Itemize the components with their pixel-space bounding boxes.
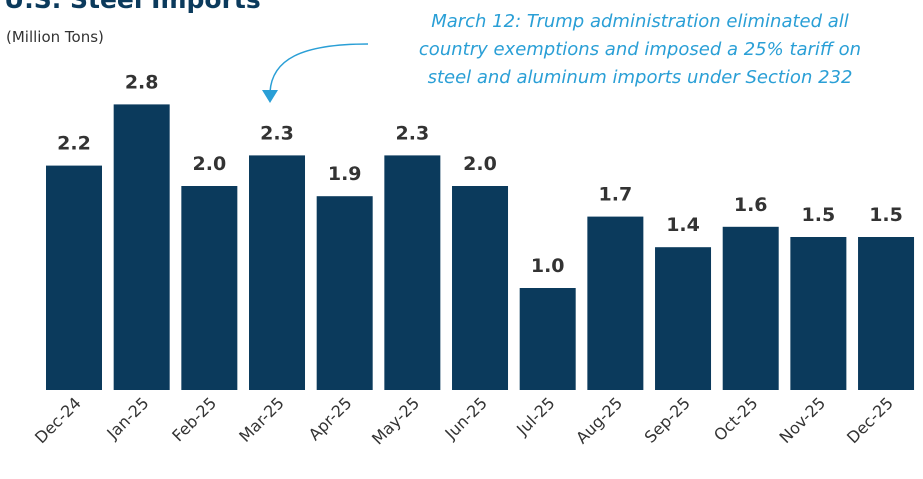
value-label: 1.7 xyxy=(599,184,633,206)
value-label: 2.3 xyxy=(396,122,430,144)
bar xyxy=(722,226,779,390)
x-tick-label: Dec-25 xyxy=(843,393,897,447)
bar xyxy=(858,237,915,390)
bar xyxy=(452,186,509,390)
annotation-arrow xyxy=(269,43,369,93)
x-tick-label: Jun-25 xyxy=(441,393,491,443)
bar xyxy=(587,216,644,390)
value-label: 1.5 xyxy=(869,204,903,226)
annotation: March 12: Trump administration eliminate… xyxy=(431,11,849,32)
annotation-arrowhead xyxy=(262,90,278,103)
bar xyxy=(655,247,712,390)
bar xyxy=(519,288,576,390)
value-label: 2.2 xyxy=(57,133,91,155)
x-tick-label: Apr-25 xyxy=(305,393,356,444)
x-tick-label: Oct-25 xyxy=(710,393,761,444)
x-tick-label: Feb-25 xyxy=(168,393,220,445)
value-label: 1.9 xyxy=(328,163,362,185)
value-label: 2.3 xyxy=(260,122,294,144)
x-tick-label: Aug-25 xyxy=(572,393,626,447)
chart-subtitle: (Million Tons) xyxy=(6,28,104,46)
value-label: 2.0 xyxy=(193,153,227,175)
chart-title: U.S. Steel Imports xyxy=(4,0,261,14)
value-label: 2.8 xyxy=(125,71,159,93)
bar xyxy=(790,237,847,390)
bar xyxy=(249,155,306,390)
value-label: 1.5 xyxy=(802,204,836,226)
x-tick-label: May-25 xyxy=(368,393,423,448)
x-tick-label: Jul-25 xyxy=(512,393,558,439)
x-tick-label: Mar-25 xyxy=(235,393,288,446)
value-label: 2.0 xyxy=(463,153,497,175)
bar xyxy=(113,104,170,391)
x-tick-label: Sep-25 xyxy=(641,393,694,446)
bar xyxy=(384,155,441,390)
annotation: country exemptions and imposed a 25% tar… xyxy=(419,39,861,60)
x-tick-label: Nov-25 xyxy=(776,393,830,447)
value-label: 1.0 xyxy=(531,255,565,277)
value-label: 1.4 xyxy=(666,214,700,236)
bar xyxy=(181,186,238,390)
value-label: 1.6 xyxy=(734,194,768,216)
annotation: steel and aluminum imports under Section… xyxy=(428,67,853,88)
bar xyxy=(46,165,102,390)
bar xyxy=(316,196,373,390)
x-tick-label: Jan-25 xyxy=(102,393,152,443)
x-tick-label: Dec-24 xyxy=(31,393,85,447)
